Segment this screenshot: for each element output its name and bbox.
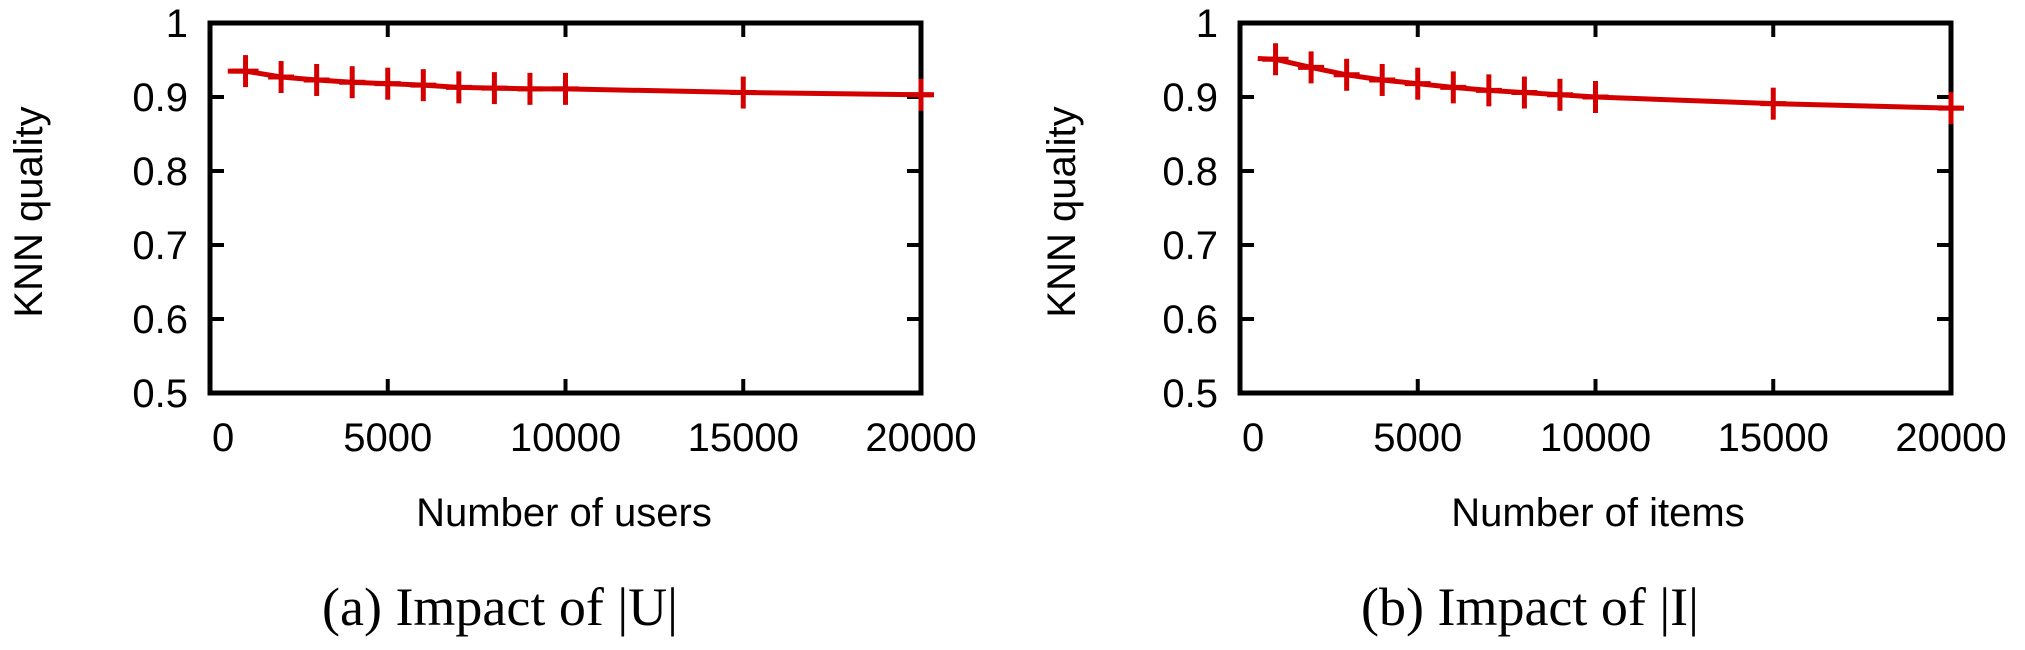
x-tick-label: 10000 xyxy=(1540,416,1651,460)
x-tick-label: 0 xyxy=(212,416,234,460)
data-point xyxy=(1760,87,1787,120)
data-point xyxy=(232,55,259,88)
y-tick-label: 0.7 xyxy=(1162,224,1218,268)
data-point xyxy=(1440,71,1467,104)
chart-b-caption: (b) Impact of |I| xyxy=(1361,577,1699,637)
y-tick-label: 0.5 xyxy=(132,372,188,416)
y-tick-label: 1 xyxy=(166,2,188,46)
series-line xyxy=(227,68,932,98)
data-point xyxy=(303,63,330,96)
data-point xyxy=(1511,76,1538,109)
data-point xyxy=(552,72,579,105)
y-tick-label: 0.8 xyxy=(132,150,188,194)
data-point xyxy=(1404,67,1431,100)
y-tick-label: 0.7 xyxy=(132,224,188,268)
x-tick-label: 0 xyxy=(1242,416,1264,460)
data-point xyxy=(339,66,366,99)
chart-a-ylabel: KNN quality xyxy=(7,106,51,317)
y-tick-label: 0.6 xyxy=(1162,298,1218,342)
data-point xyxy=(268,61,295,94)
data-point xyxy=(1582,81,1609,113)
x-tick-label: 20000 xyxy=(1895,416,2006,460)
data-point xyxy=(1333,58,1360,91)
chart-a: KNN quality Number of users (a) Impact o… xyxy=(7,2,977,637)
data-point xyxy=(1298,51,1325,84)
data-point xyxy=(1475,74,1502,107)
data-point xyxy=(730,76,757,109)
data-point xyxy=(1369,63,1396,96)
x-tick-label: 15000 xyxy=(1718,416,1829,460)
x-tick-label: 10000 xyxy=(510,416,621,460)
series-line xyxy=(1257,56,1962,111)
y-tick-label: 0.9 xyxy=(1162,76,1218,120)
data-point xyxy=(374,67,401,100)
data-point xyxy=(516,72,543,105)
y-tick-label: 0.8 xyxy=(1162,150,1218,194)
y-tick-label: 0.5 xyxy=(1162,372,1218,416)
chart-b-plot-area: 0.5 0.6 0.7 0.8 0.9 1 0 5000 10000 15000 20000 xyxy=(1162,2,2006,460)
data-point xyxy=(1546,78,1573,111)
x-tick-label: 15000 xyxy=(688,416,799,460)
chart-b-ylabel: KNN quality xyxy=(1040,106,1084,317)
chart-b-xlabel: Number of items xyxy=(1451,491,1744,535)
chart-a-xlabel: Number of users xyxy=(416,491,712,535)
x-tick-label: 20000 xyxy=(865,416,976,460)
chart-a-caption: (a) Impact of |U| xyxy=(322,577,678,637)
data-point xyxy=(445,71,472,104)
y-tick-label: 0.6 xyxy=(132,298,188,342)
y-tick-label: 1 xyxy=(1196,2,1218,46)
data-point xyxy=(481,72,508,105)
x-tick-label: 5000 xyxy=(1373,416,1462,460)
x-tick-label: 5000 xyxy=(343,416,432,460)
data-point xyxy=(1262,43,1289,76)
data-point xyxy=(1938,92,1964,125)
chart-a-plot-area: 0.5 0.6 0.7 0.8 0.9 1 0 5000 10000 15000 20000 xyxy=(132,2,976,460)
data-point xyxy=(410,69,437,102)
chart-b: KNN quality Number of items (b) Impact o… xyxy=(1040,2,2007,637)
data-point xyxy=(908,78,934,111)
y-tick-label: 0.9 xyxy=(132,76,188,120)
